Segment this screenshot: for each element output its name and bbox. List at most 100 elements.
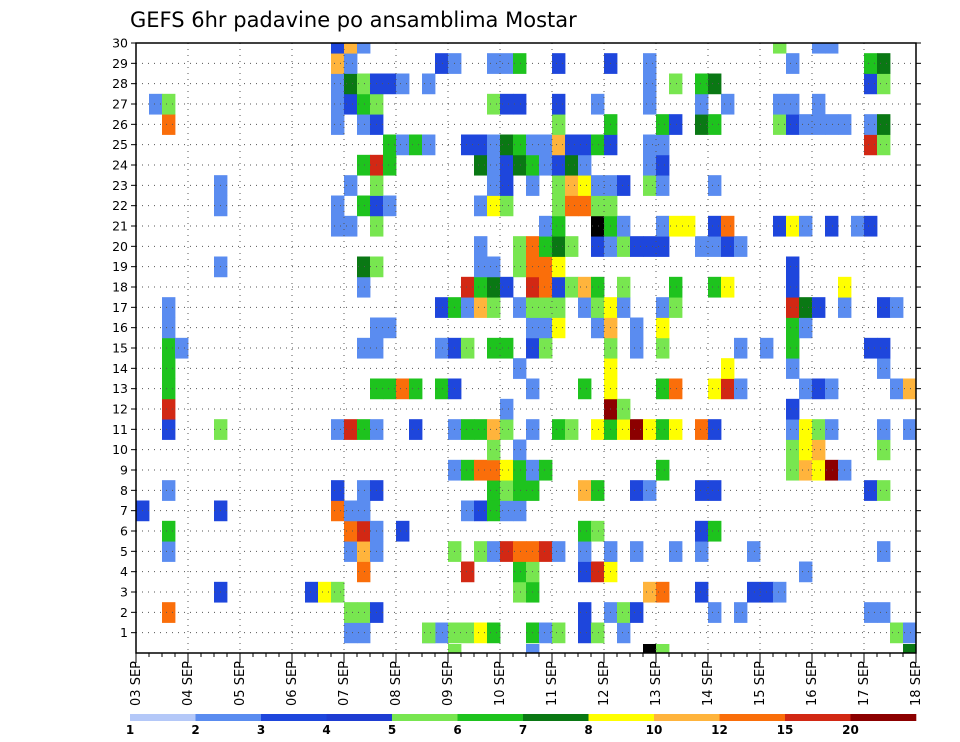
heatmap-cell: [773, 581, 787, 603]
heatmap-cell: [162, 419, 176, 440]
heatmap-cell: [357, 114, 371, 135]
heatmap-cell: [344, 541, 358, 562]
heatmap-cell: [474, 134, 488, 156]
heatmap-cell: [695, 541, 709, 562]
heatmap-cell: [357, 500, 371, 522]
heatmap-cell: [591, 317, 605, 339]
heatmap-cell: [747, 541, 761, 562]
x-tick-label: 13 SEP: [649, 661, 664, 706]
heatmap-cell: [357, 73, 371, 95]
heatmap-cell: [396, 378, 410, 400]
heatmap-cell: [799, 561, 813, 583]
heatmap-cell: [617, 297, 631, 318]
heatmap-cell: [162, 114, 176, 135]
heatmap-cell: [162, 93, 176, 115]
heatmap-cell: [591, 134, 605, 156]
y-tick-label: 5: [120, 544, 128, 559]
y-tick-label: 30: [112, 36, 128, 51]
legend-label: 5: [388, 723, 396, 737]
heatmap-cell: [409, 419, 423, 440]
heatmap-cell: [708, 236, 722, 257]
heatmap-cell: [656, 317, 670, 339]
x-axis: 03 SEP 04 SEP 05 SEP 06 SEP 07 SEP 08 SEP 09 S…: [129, 653, 924, 706]
heatmap-cell: [708, 215, 722, 237]
heatmap-cell: [825, 378, 839, 400]
heatmap-cell: [773, 114, 787, 135]
y-tick-label: 16: [112, 320, 128, 335]
heatmap-cell: [409, 134, 423, 156]
heatmap-cell: [526, 644, 540, 654]
heatmap-cell: [513, 297, 527, 318]
heatmap-cell: [539, 154, 553, 176]
heatmap-cell: [578, 276, 592, 298]
heatmap-cell: [591, 276, 605, 298]
y-tick-label: 14: [112, 361, 128, 376]
heatmap-cell: [656, 134, 670, 156]
heatmap-cell: [695, 419, 709, 440]
heatmap-cell: [149, 93, 163, 115]
heatmap-cell: [656, 644, 670, 654]
heatmap-cell: [643, 134, 657, 156]
legend-swatch: [850, 714, 917, 721]
heatmap-cells: [136, 43, 917, 654]
x-tick-label: 14 SEP: [701, 661, 716, 706]
heatmap-cell: [656, 337, 670, 359]
heatmap-cell: [487, 154, 501, 176]
heatmap-cell: [656, 114, 670, 135]
heatmap-cell: [435, 378, 449, 400]
heatmap-cell: [630, 602, 644, 623]
heatmap-cell: [552, 175, 566, 196]
heatmap-cell: [565, 154, 579, 176]
heatmap-cell: [474, 236, 488, 257]
y-tick-label: 2: [120, 605, 128, 620]
heatmap-cell: [357, 480, 371, 501]
heatmap-cell: [786, 317, 800, 339]
y-tick-label: 4: [120, 564, 128, 579]
heatmap-cell: [461, 561, 475, 583]
heatmap-cell: [552, 114, 566, 135]
heatmap-cell: [357, 561, 371, 583]
heatmap-cell: [409, 378, 423, 400]
legend-label: 10: [646, 723, 663, 737]
heatmap-cell: [708, 480, 722, 501]
heatmap-cell: [487, 53, 501, 74]
heatmap-cell: [383, 195, 397, 217]
heatmap-cell: [383, 378, 397, 400]
heatmap-cell: [903, 622, 917, 644]
heatmap-cell: [344, 500, 358, 522]
heatmap-cell: [864, 602, 878, 623]
heatmap-cell: [812, 459, 826, 481]
heatmap-cell: [903, 644, 917, 654]
heatmap-cell: [461, 622, 475, 644]
heatmap-cell: [877, 53, 891, 74]
heatmap-cell: [318, 581, 332, 603]
heatmap-cell: [435, 53, 449, 74]
heatmap-cell: [513, 53, 527, 74]
heatmap-cell: [552, 195, 566, 217]
heatmap-cell: [864, 215, 878, 237]
heatmap-cell: [331, 500, 345, 522]
heatmap-cell: [344, 215, 358, 237]
x-tick-label: 08 SEP: [389, 661, 404, 706]
legend-swatch: [523, 714, 589, 721]
heatmap-cell: [578, 561, 592, 583]
legend-swatch: [457, 714, 524, 721]
heatmap-cell: [578, 480, 592, 501]
heatmap-cell: [162, 541, 176, 562]
heatmap-cell: [786, 256, 800, 278]
heatmap-cell: [487, 622, 501, 644]
heatmap-cell: [877, 134, 891, 156]
heatmap-cell: [617, 175, 631, 196]
heatmap-cell: [344, 520, 358, 542]
x-tick-label: 17 SEP: [857, 661, 872, 706]
heatmap-cell: [357, 520, 371, 542]
y-tick-label: 12: [112, 402, 128, 417]
heatmap-cell: [617, 419, 631, 440]
heatmap-cell: [799, 419, 813, 440]
heatmap-cell: [331, 480, 345, 501]
heatmap-cell: [721, 236, 735, 257]
heatmap-cell: [799, 297, 813, 318]
heatmap-cell: [578, 175, 592, 196]
heatmap-cell: [669, 297, 683, 318]
heatmap-cell: [331, 73, 345, 95]
